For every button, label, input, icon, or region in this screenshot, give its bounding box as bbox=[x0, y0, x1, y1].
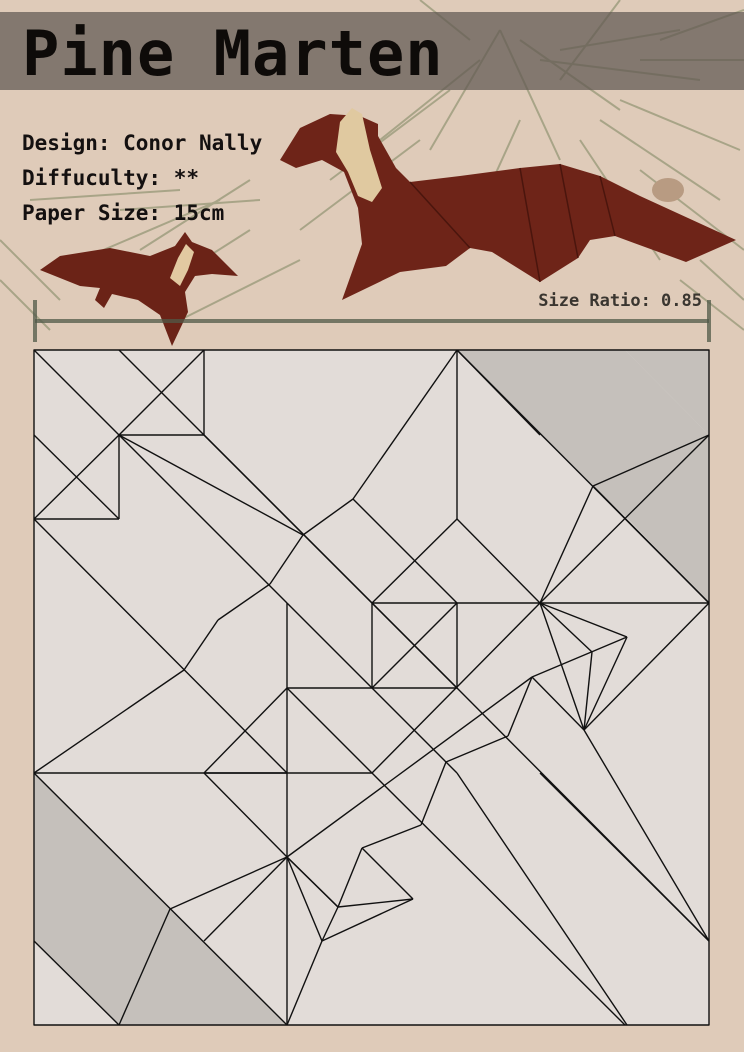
title-bar bbox=[0, 12, 744, 90]
model-info: Design: Conor Nally Diffuculty: ** Paper… bbox=[22, 126, 262, 231]
small-marten-photo bbox=[40, 232, 238, 346]
crease-pattern bbox=[33, 349, 710, 1026]
size-ratio-label: Size Ratio: 0.85 bbox=[538, 291, 702, 311]
size-ratio-scale bbox=[33, 300, 711, 342]
difficulty-line: Diffuculty: ** bbox=[22, 166, 200, 190]
page-title: Pine Marten bbox=[22, 17, 444, 90]
paper-size-line: Paper Size: 15cm bbox=[22, 201, 225, 225]
large-marten-photo bbox=[280, 108, 736, 300]
crease-lines bbox=[33, 349, 710, 1026]
designer-line: Design: Conor Nally bbox=[22, 131, 263, 155]
